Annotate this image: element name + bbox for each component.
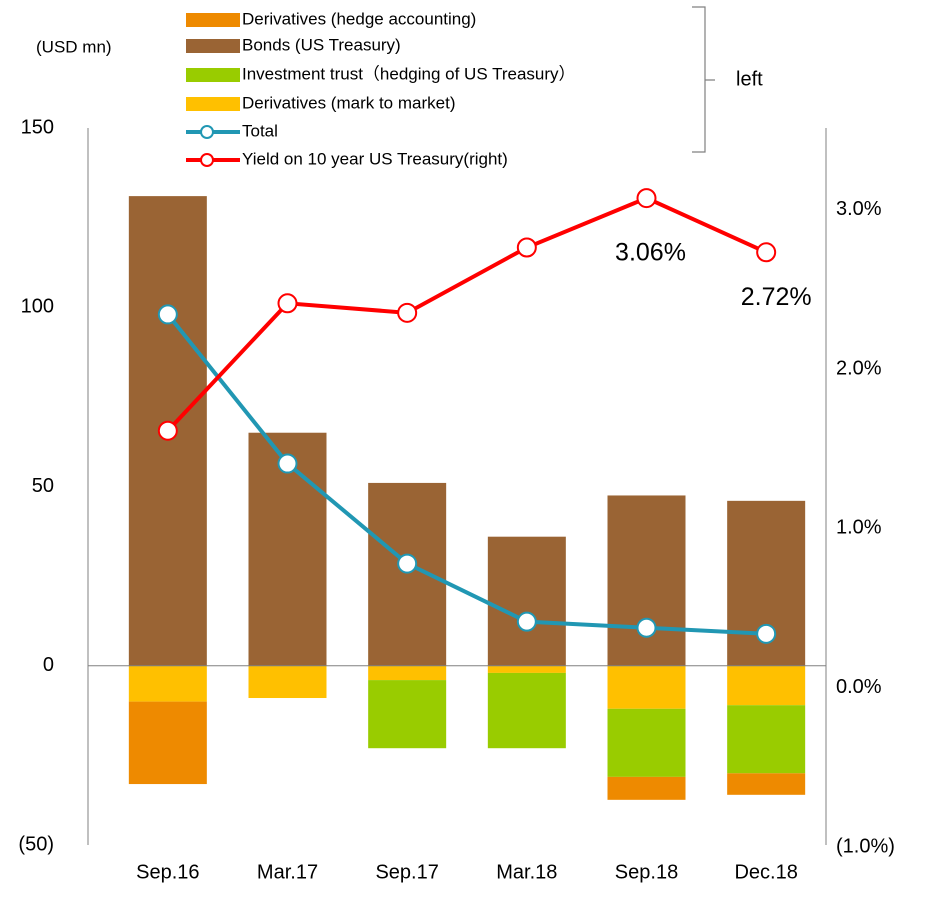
bar bbox=[248, 665, 327, 699]
legend-swatch bbox=[200, 153, 214, 167]
bar bbox=[607, 665, 686, 709]
x-tick-label: Mar.17 bbox=[257, 861, 318, 883]
marker bbox=[636, 617, 657, 638]
legend-group-label: left bbox=[736, 68, 763, 90]
legend-brace bbox=[692, 6, 715, 153]
y-tick-label: 0 bbox=[43, 654, 54, 676]
legend-swatch bbox=[200, 125, 214, 139]
marker bbox=[756, 242, 777, 263]
legend-swatch bbox=[186, 97, 240, 111]
marker bbox=[636, 188, 657, 209]
y2-tick-label: 0.0% bbox=[836, 676, 882, 698]
x-tick-label: Sep.16 bbox=[136, 861, 199, 883]
x-tick-label: Sep.17 bbox=[375, 861, 438, 883]
legend-label: Investment trust（hedging of US Treasury） bbox=[242, 64, 576, 83]
unit-label: (USD mn) bbox=[36, 37, 112, 56]
bar bbox=[487, 672, 566, 749]
marker bbox=[397, 553, 418, 574]
legend-label: Yield on 10 year US Treasury(right) bbox=[242, 149, 508, 168]
legend-label: Total bbox=[242, 121, 278, 140]
legend-swatch bbox=[186, 13, 240, 27]
line bbox=[166, 313, 767, 636]
bar bbox=[128, 665, 207, 702]
marker bbox=[277, 293, 298, 314]
bar bbox=[487, 536, 566, 666]
value-label: 3.06% bbox=[615, 239, 686, 267]
bar bbox=[607, 708, 686, 777]
x-tick-label: Dec.18 bbox=[734, 861, 797, 883]
marker bbox=[157, 304, 178, 325]
y2-tick-label: 1.0% bbox=[836, 517, 882, 539]
y-tick-label: (50) bbox=[18, 833, 54, 855]
line bbox=[166, 195, 767, 433]
bar bbox=[607, 495, 686, 666]
legend-label: Derivatives (hedge accounting) bbox=[242, 9, 476, 28]
y-tick-label: 150 bbox=[21, 116, 54, 138]
bar bbox=[487, 665, 566, 673]
marker bbox=[397, 302, 418, 323]
bar bbox=[128, 701, 207, 785]
legend-label: Bonds (US Treasury) bbox=[242, 35, 401, 54]
bar bbox=[727, 773, 806, 795]
x-tick-label: Sep.18 bbox=[615, 861, 678, 883]
bar bbox=[368, 680, 447, 749]
x-tick-label: Mar.18 bbox=[496, 861, 557, 883]
bar bbox=[368, 482, 447, 666]
marker bbox=[756, 623, 777, 644]
bar bbox=[368, 665, 447, 681]
marker bbox=[157, 420, 178, 441]
y2-tick-label: 3.0% bbox=[836, 198, 882, 220]
y2-tick-label: 2.0% bbox=[836, 357, 882, 379]
y-tick-label: 100 bbox=[21, 296, 54, 318]
legend-swatch bbox=[186, 39, 240, 53]
bar bbox=[727, 705, 806, 774]
legend-swatch bbox=[186, 68, 240, 82]
bar bbox=[607, 776, 686, 800]
value-label: 2.72% bbox=[741, 283, 812, 311]
y-tick-label: 50 bbox=[32, 475, 54, 497]
marker bbox=[516, 611, 537, 632]
bar bbox=[727, 665, 806, 706]
legend-label: Derivatives (mark to market) bbox=[242, 93, 455, 112]
marker bbox=[516, 237, 537, 258]
marker bbox=[277, 453, 298, 474]
y2-tick-label: (1.0%) bbox=[836, 835, 895, 857]
